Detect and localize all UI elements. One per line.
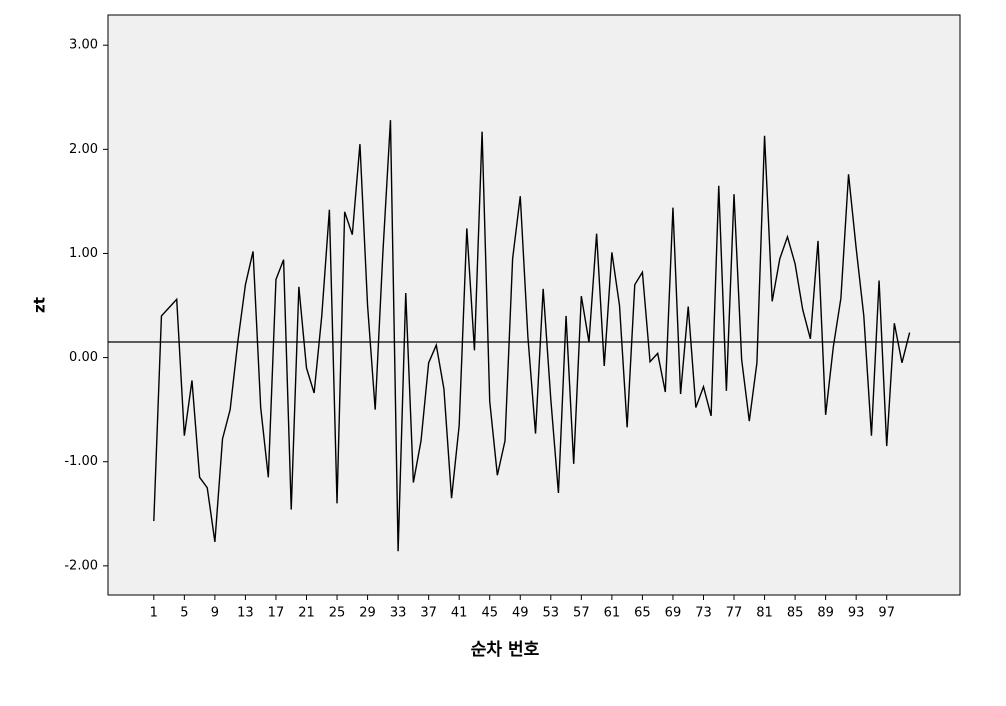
x-tick-label: 89	[817, 606, 834, 621]
x-tick-label: 69	[665, 606, 682, 621]
x-tick-label: 61	[604, 606, 621, 621]
x-tick-label: 1	[150, 606, 158, 621]
x-tick-label: 45	[481, 606, 498, 621]
x-tick-label: 57	[573, 606, 590, 621]
x-tick-label: 93	[848, 606, 865, 621]
plot-area	[107, 14, 961, 596]
x-tick-label: 25	[329, 606, 346, 621]
x-tick-label: 65	[634, 606, 651, 621]
x-tick-label: 17	[268, 606, 285, 621]
y-tick-label: 0.00	[69, 350, 98, 365]
y-tick-label: 1.00	[69, 246, 98, 261]
y-tick-label: -2.00	[64, 558, 98, 573]
x-tick-label: 77	[726, 606, 743, 621]
x-tick-label: 49	[512, 606, 529, 621]
x-tick-label: 13	[237, 606, 254, 621]
x-tick-label: 85	[787, 606, 804, 621]
x-tick-label: 29	[359, 606, 376, 621]
x-tick-label: 53	[543, 606, 560, 621]
x-tick-label: 73	[695, 606, 712, 621]
x-tick-label: 5	[180, 606, 188, 621]
y-tick-label: -1.00	[64, 454, 98, 469]
x-axis-label: 순차 번호	[471, 640, 540, 660]
y-tick-label: 2.00	[69, 142, 98, 157]
x-tick-label: 97	[878, 606, 895, 621]
y-axis-label: zt	[31, 297, 49, 313]
x-tick-label: 21	[298, 606, 315, 621]
x-tick-label: 33	[390, 606, 407, 621]
x-tick-label: 81	[756, 606, 773, 621]
x-tick-label: 41	[451, 606, 468, 621]
x-tick-label: 9	[211, 606, 219, 621]
data-line	[153, 120, 911, 552]
x-tick-label: 37	[420, 606, 437, 621]
y-tick-label: 3.00	[69, 38, 98, 53]
